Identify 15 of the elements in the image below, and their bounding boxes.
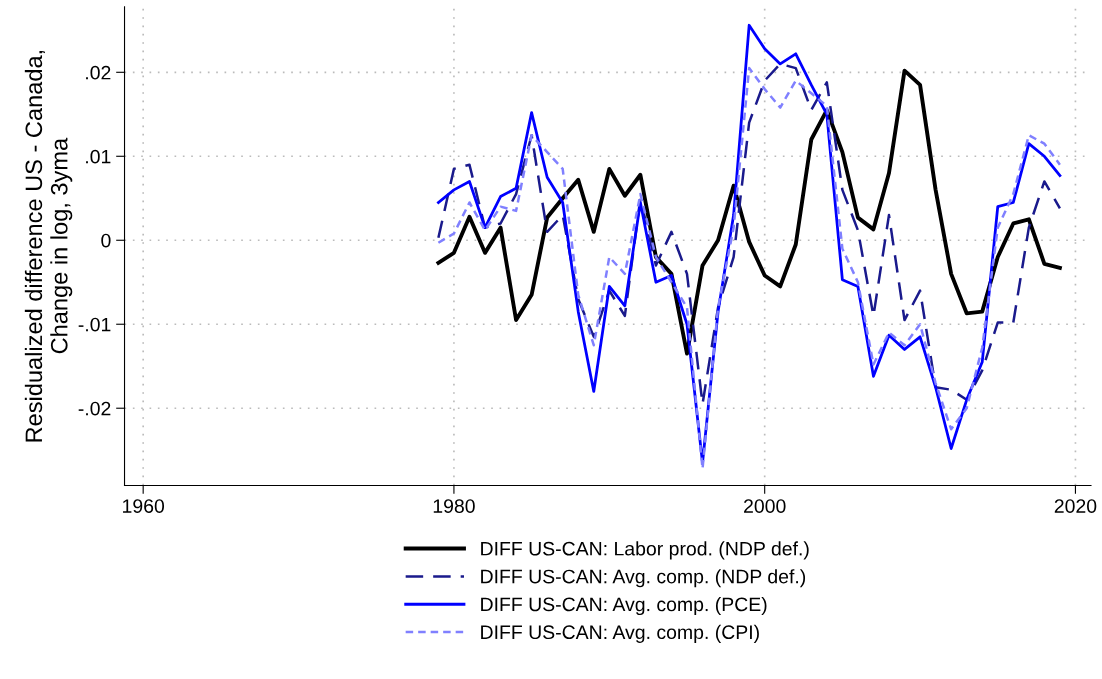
x-tick-label: 1980 (433, 499, 475, 513)
line-series (436, 68, 1062, 356)
y-tick-label: -.01 (78, 317, 111, 332)
y-tick-label: .02 (86, 65, 111, 80)
x-tick-label: 2020 (1054, 499, 1097, 513)
legend-label: DIFF US-CAN: Avg. comp. (NDP def.) (481, 569, 806, 588)
legend-label: DIFF US-CAN: Avg. comp. (CPI) (481, 624, 759, 643)
x-tick-label: 2000 (744, 499, 786, 513)
y-tick-label: 0 (101, 233, 111, 248)
legend-label: DIFF US-CAN: Labor prod. (NDP def.) (481, 541, 809, 560)
y-tick-label: -.02 (78, 401, 111, 416)
y-axis-title: Residualized difference US - Canada, Change in log, 3yma (24, 50, 73, 442)
legend-label: DIFF US-CAN: Avg. comp. (PCE) (481, 596, 767, 616)
y-tick-label: .01 (86, 149, 111, 164)
x-tick-label: 1960 (123, 499, 165, 513)
